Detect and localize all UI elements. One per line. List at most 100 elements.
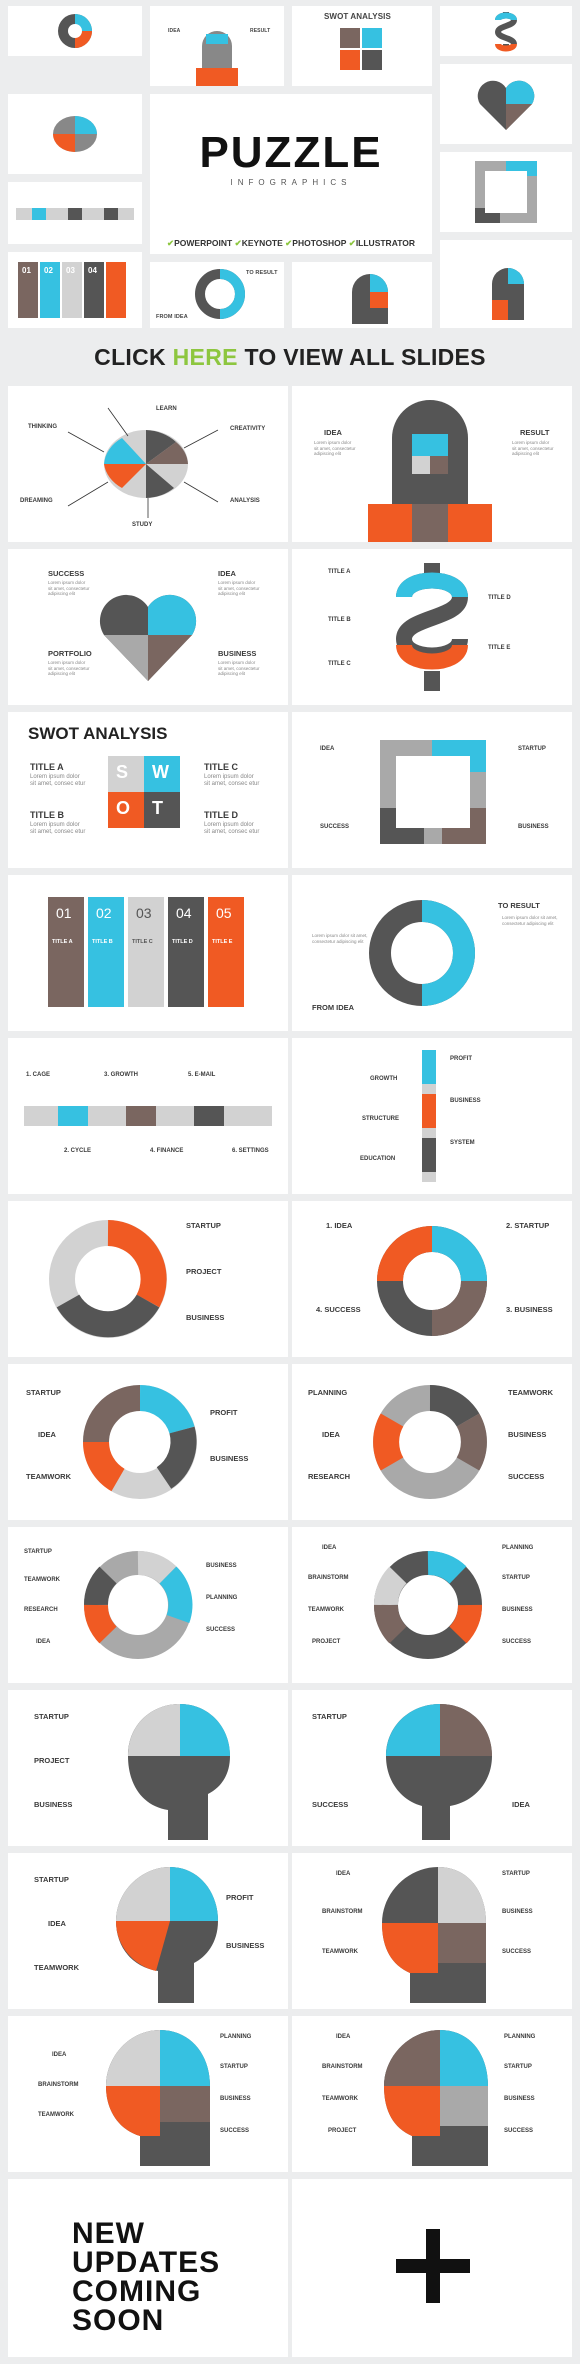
- label-title-c: TITLE C: [204, 762, 238, 772]
- slide-row-7: STARTUP IDEA TEAMWORK PROFIT BUSINESS PL…: [8, 1364, 572, 1520]
- slide-vertical[interactable]: GROWTH STRUCTURE EDUCATION PROFIT BUSINE…: [292, 1038, 572, 1194]
- col-title-b: TITLE B: [92, 939, 113, 945]
- check-icon: ✔: [166, 238, 175, 248]
- slide-head-4[interactable]: STARTUP SUCCESS IDEA: [292, 1690, 572, 1846]
- label-success: SUCCESS: [502, 1639, 532, 1645]
- label-business: 3. BUSINESS: [506, 1305, 553, 1314]
- thumb-heart[interactable]: [440, 64, 572, 144]
- slide-ring-6[interactable]: PLANNING IDEA RESEARCH TEAMWORK BUSINESS…: [292, 1364, 572, 1520]
- slide-mindmap[interactable]: LEARN THINKING CREATIVITY DREAMING ANALY…: [8, 386, 288, 542]
- thumb-swot[interactable]: SWOT ANALYSIS: [292, 6, 432, 86]
- slide-row-11: IDEA BRAINSTORM TEAMWORK PLANNING STARTU…: [8, 2016, 572, 2172]
- label-business: BUSINESS: [504, 2096, 535, 2102]
- thumb-to-result: TO RESULT: [246, 270, 278, 276]
- thumb-chain[interactable]: [8, 182, 142, 244]
- plus-card[interactable]: [292, 2179, 572, 2357]
- thumb-columns[interactable]: 01 02 03 04: [8, 252, 142, 328]
- slide-head-5[interactable]: STARTUP IDEA TEAMWORK PROFIT BUSINESS: [8, 1853, 288, 2009]
- label-startup: STARTUP: [26, 1388, 61, 1397]
- slide-head-6[interactable]: IDEA BRAINSTORM TEAMWORK STARTUP BUSINES…: [292, 1853, 572, 2009]
- col-num-1: 01: [56, 905, 72, 921]
- label-idea: IDEA: [322, 1545, 337, 1551]
- label-planning: PLANNING: [308, 1388, 348, 1397]
- thumb-profile[interactable]: [292, 262, 432, 328]
- label-idea: IDEA: [218, 569, 236, 578]
- thumb-square[interactable]: [440, 152, 572, 232]
- label-portfolio: PORTFOLIO: [48, 649, 92, 658]
- label-brainstorm: BRAINSTORM: [38, 2082, 79, 2088]
- desc: Lorem ipsum dolor sit amet, consectetur …: [218, 580, 260, 596]
- label-idea: IDEA: [52, 2052, 67, 2058]
- thumb-brain[interactable]: [8, 94, 142, 174]
- cta-highlight[interactable]: HERE: [172, 344, 238, 370]
- slide-cycle-4[interactable]: 1. IDEA 2. STARTUP 4. SUCCESS 3. BUSINES…: [292, 1201, 572, 1357]
- label-business: BUSINESS: [210, 1454, 249, 1463]
- thumb-dollar[interactable]: [440, 6, 572, 56]
- slide-head-3[interactable]: STARTUP PROJECT BUSINESS: [8, 1690, 288, 1846]
- label-growth: 3. GROWTH: [104, 1072, 138, 1078]
- slide-chain[interactable]: 1. CAGE 3. GROWTH 5. E-MAIL 2. CYCLE 4. …: [8, 1038, 288, 1194]
- desc: Lorem ipsum dolor sit amet, consec etur: [204, 822, 260, 835]
- slide-row-4: 01 02 03 04 05 TITLE A TITLE B TITLE C T…: [8, 875, 572, 1031]
- slide-square[interactable]: IDEA STARTUP SUCCESS BUSINESS: [292, 712, 572, 868]
- label-cage: 1. CAGE: [26, 1072, 51, 1078]
- slide-dollar[interactable]: TITLE A TITLE B TITLE C TITLE D TITLE E: [292, 549, 572, 705]
- footer-line-1: NEW: [72, 2217, 145, 2250]
- col-title-a: TITLE A: [52, 939, 73, 945]
- slide-cycle-3[interactable]: STARTUP PROJECT BUSINESS: [8, 1201, 288, 1357]
- slide-ring-7[interactable]: STARTUP TEAMWORK RESEARCH IDEA BUSINESS …: [8, 1527, 288, 1683]
- desc: Lorem ipsum dolor sit amet, consectetur …: [48, 580, 90, 596]
- label-business: BUSINESS: [226, 1941, 265, 1950]
- label-business: BUSINESS: [502, 1607, 533, 1613]
- slide-ring-8[interactable]: IDEA BRAINSTORM TEAMWORK PROJECT PLANNIN…: [292, 1527, 572, 1683]
- hero-title: PUZZLE: [199, 128, 383, 177]
- slide-idea-result[interactable]: IDEA RESULT Lorem ipsum dolor sit amet, …: [292, 386, 572, 542]
- thumb-mindmap[interactable]: [8, 6, 142, 56]
- new-updates-card: NEW UPDATES COMING SOON: [8, 2179, 288, 2357]
- swot-letter-s: S: [116, 762, 129, 782]
- thumb-head-2[interactable]: [440, 240, 572, 328]
- label-success: SUCCESS: [206, 1627, 236, 1633]
- label-success: SUCCESS: [502, 1949, 532, 1955]
- label-title-a: TITLE A: [30, 762, 64, 772]
- thumb-head[interactable]: IDEA RESULT: [150, 6, 284, 86]
- slide-head-8[interactable]: IDEA BRAINSTORM TEAMWORK PROJECT PLANNIN…: [292, 2016, 572, 2172]
- label-startup: STARTUP: [518, 746, 546, 752]
- slide-columns[interactable]: 01 02 03 04 05 TITLE A TITLE B TITLE C T…: [8, 875, 288, 1031]
- col-num-3: 03: [136, 905, 152, 921]
- slide-heart[interactable]: SUCCESS IDEA PORTFOLIO BUSINESS Lorem ip…: [8, 549, 288, 705]
- slide-ring-5[interactable]: STARTUP IDEA TEAMWORK PROFIT BUSINESS: [8, 1364, 288, 1520]
- label-research: RESEARCH: [24, 1607, 58, 1613]
- slide-row-2: SUCCESS IDEA PORTFOLIO BUSINESS Lorem ip…: [8, 549, 572, 705]
- slide-ring[interactable]: TO RESULT FROM IDEA Lorem ipsum dolor si…: [292, 875, 572, 1031]
- col-title-e: TITLE E: [212, 939, 233, 945]
- label-research: RESEARCH: [308, 1472, 351, 1481]
- label-business: BUSINESS: [518, 824, 549, 830]
- desc-idea: Lorem ipsum dolor sit amet, consectetur …: [314, 440, 356, 456]
- label-project: PROJECT: [312, 1639, 341, 1645]
- label-dreaming: DREAMING: [20, 498, 53, 504]
- cta-link[interactable]: CLICK HERE TO VIEW ALL SLIDES: [0, 344, 580, 378]
- label-title-b: TITLE B: [328, 617, 351, 623]
- thumb-from-idea: FROM IDEA: [156, 314, 188, 320]
- label-business: BUSINESS: [450, 1098, 481, 1104]
- label-finance: 4. FINANCE: [150, 1148, 184, 1154]
- slide-head-7[interactable]: IDEA BRAINSTORM TEAMWORK PLANNING STARTU…: [8, 2016, 288, 2172]
- thumb-ring[interactable]: TO RESULT FROM IDEA: [150, 262, 284, 328]
- plus-icon: [396, 2229, 470, 2303]
- desc: Lorem ipsum dolor sit amet, consec etur: [30, 774, 86, 787]
- label-idea: IDEA: [38, 1430, 56, 1439]
- label-email: 5. E-MAIL: [188, 1072, 216, 1078]
- thumb-num-3: 03: [66, 266, 76, 275]
- label-project: PROJECT: [328, 2128, 357, 2134]
- label-brainstorm: BRAINSTORM: [308, 1575, 349, 1581]
- label-profit: PROFIT: [210, 1408, 238, 1417]
- slide-swot[interactable]: SWOT ANALYSIS S W O T TITLE A TITLE C TI…: [8, 712, 288, 868]
- check-icon: ✔: [348, 238, 356, 248]
- label-startup: 2. STARTUP: [506, 1221, 550, 1230]
- col-num-5: 05: [216, 905, 232, 921]
- footer-line-3: COMING: [72, 2275, 202, 2308]
- cta-prefix: CLICK: [94, 344, 173, 370]
- label-teamwork: TEAMWORK: [38, 2112, 74, 2118]
- col-title-d: TITLE D: [172, 939, 193, 945]
